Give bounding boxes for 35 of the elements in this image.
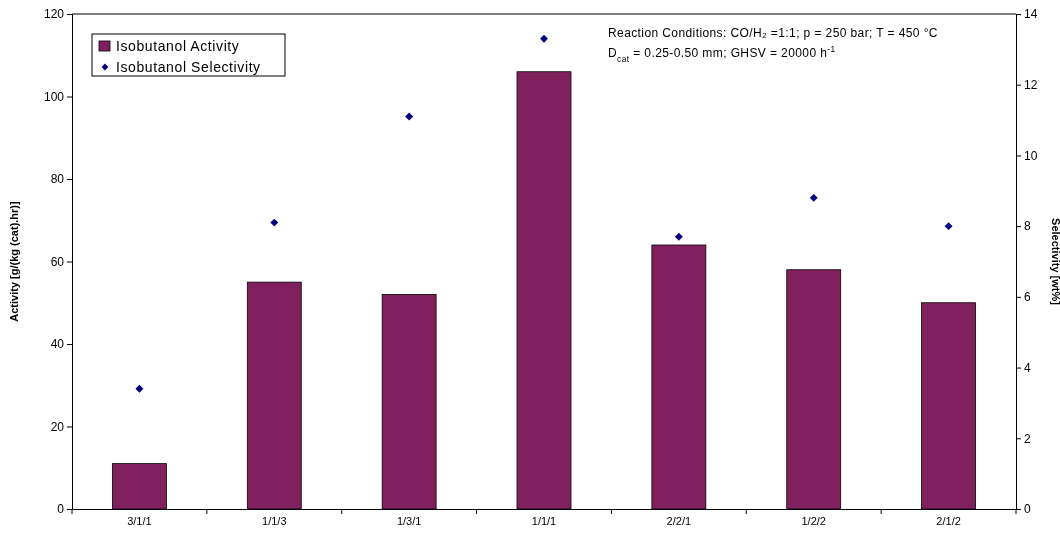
y-tick-label: 0 <box>57 502 65 517</box>
x-tick-label: 1/2/2 <box>801 514 826 527</box>
x-tick-label: 1/3/1 <box>396 514 422 527</box>
x-tick-label: 2/1/2 <box>936 514 961 527</box>
y-axis-title: Activity [g/(kg (cat).hr)] <box>8 200 20 322</box>
x-tick-label: 1/1/1 <box>531 514 557 527</box>
x-tick-label: 3/1/1 <box>127 514 152 527</box>
x-tick-label: 2/2/1 <box>666 514 692 527</box>
y2-axis-title: Selectivity [wt%] <box>1050 218 1060 306</box>
y-tick-label: 80 <box>50 172 65 187</box>
point <box>674 232 683 241</box>
legend-label: Isobutanol Activity <box>116 38 240 54</box>
y2-tick-label: 14 <box>1024 7 1038 22</box>
annotation: Reaction Conditions: CO/H₂ =1:1; p = 250 bar; T = 450 °C <box>608 26 938 40</box>
y2-tick-label: 2 <box>1024 431 1031 446</box>
y2-tick-label: 8 <box>1024 219 1031 234</box>
y-tick-label: 120 <box>43 7 65 22</box>
y2-tick-label: 4 <box>1024 360 1031 375</box>
point <box>405 112 414 121</box>
y-tick-label: 20 <box>50 419 65 434</box>
point <box>944 222 953 231</box>
y-tick-label: 60 <box>50 254 65 269</box>
y2-tick-label: 0 <box>1024 502 1031 517</box>
point <box>270 218 279 227</box>
x-tick-label: 1/1/3 <box>262 514 287 527</box>
y-tick-label: 40 <box>50 337 65 352</box>
y-tick-label: 100 <box>43 89 65 104</box>
point <box>540 34 548 43</box>
point <box>135 384 144 393</box>
y2-tick-label: 6 <box>1024 290 1031 305</box>
point <box>809 193 818 202</box>
legend-label: Isobutanol Selectivity <box>116 59 261 75</box>
y2-tick-label: 10 <box>1024 148 1038 163</box>
y2-tick-label: 12 <box>1024 78 1038 93</box>
annotation: D$_{cat}$ = 0.25-0.50 mm; GHSV = 20000 h$^{-1}$ <box>608 44 836 64</box>
